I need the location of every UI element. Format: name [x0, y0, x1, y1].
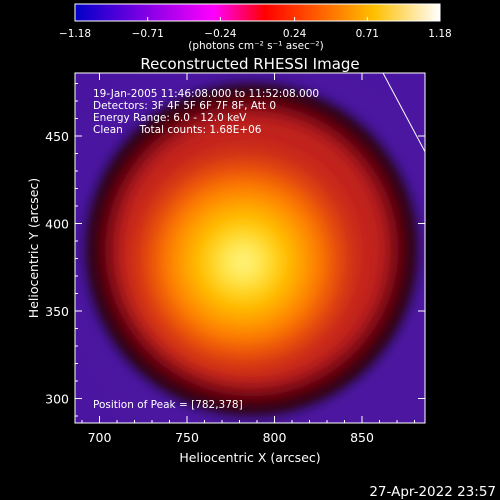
x-tick-label: 750 [175, 430, 199, 445]
colorbar-tick-label: 0.24 [283, 28, 307, 40]
x-tick-label: 700 [88, 430, 112, 445]
info-line-date: 19-Jan-2005 11:46:08.000 to 11:52:08.000 [93, 88, 319, 100]
chart-title: Reconstructed RHESSI Image [140, 55, 359, 73]
x-axis-label: Heliocentric X (arcsec) [179, 450, 320, 465]
y-tick-label: 400 [45, 217, 69, 232]
colorbar-tick-label: 1.18 [428, 28, 451, 40]
limb-line [382, 73, 425, 152]
peak-position-label: Position of Peak = [782,378] [93, 399, 243, 411]
colorbar-tick-label: −0.24 [204, 28, 236, 40]
x-tick-label: 800 [263, 430, 287, 445]
y-tick-label: 300 [45, 392, 69, 407]
plot-image [75, 73, 425, 423]
info-line-energy: Energy Range: 6.0 - 12.0 keV [93, 112, 247, 124]
timestamp: 27-Apr-2022 23:57 [369, 484, 496, 500]
y-tick-label: 450 [45, 129, 69, 144]
colorbar-unit-label: (photons cm⁻² s⁻¹ asec⁻²) [188, 40, 323, 52]
colorbar-tick-label: −1.18 [59, 28, 91, 40]
colorbar-tick-label: −0.71 [132, 28, 164, 40]
x-tick-label: 850 [350, 430, 374, 445]
info-line-counts: Clean Total counts: 1.68E+06 [93, 124, 262, 136]
info-line-detectors: Detectors: 3F 4F 5F 6F 7F 8F, Att 0 [93, 100, 276, 112]
y-tick-label: 350 [45, 304, 69, 319]
colorbar-tick-label: 0.71 [356, 28, 379, 40]
colorbar [74, 3, 441, 22]
y-axis-label: Heliocentric Y (arcsec) [26, 178, 41, 318]
plot-frame [74, 72, 426, 424]
